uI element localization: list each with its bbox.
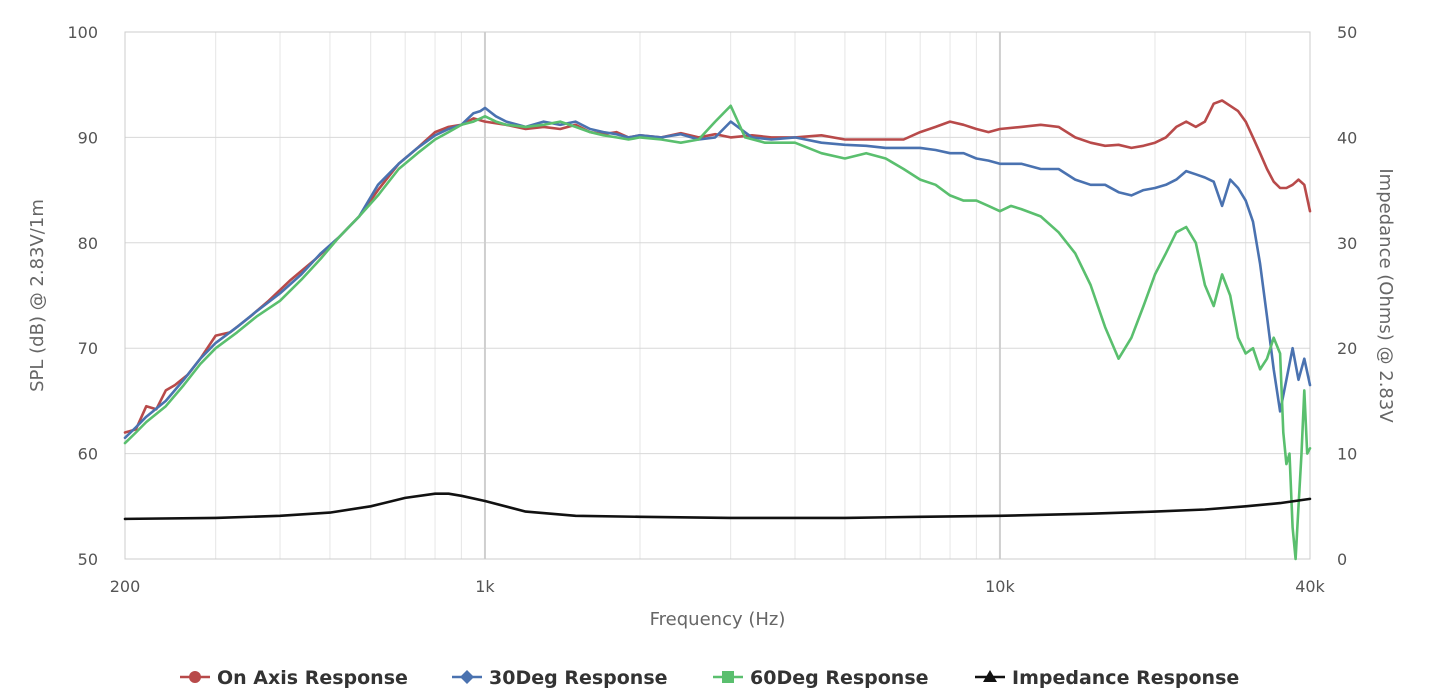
- legend-marker-diamond-icon: [460, 670, 474, 684]
- left-tick-label: 60: [78, 445, 98, 464]
- series-line-4: [123, 492, 1312, 521]
- x-axis-ticks: 200 1k 10k 40k: [110, 577, 1326, 596]
- plot-frame: [124, 31, 1311, 560]
- left-tick-label: 90: [78, 128, 98, 147]
- left-axis-ticks: 50 60 70 80 90 100: [67, 23, 98, 569]
- left-tick-label: 70: [78, 339, 98, 358]
- series-line-1: [123, 99, 1312, 434]
- legend-marker-triangle-icon: [983, 670, 997, 682]
- right-tick-label: 20: [1337, 339, 1357, 358]
- legend-marker-circle-icon: [189, 671, 201, 683]
- x-tick-label: 200: [110, 577, 141, 596]
- legend: On Axis Response 30Deg Response 60Deg Resp…: [180, 667, 1239, 689]
- left-tick-label: 100: [67, 23, 98, 42]
- legend-item-label[interactable]: Impedance Response: [1012, 667, 1239, 689]
- right-axis-ticks: 0 10 20 30 40 50: [1337, 23, 1357, 569]
- x-tick-label: 1k: [475, 577, 495, 596]
- left-tick-label: 50: [78, 550, 98, 569]
- legend-item-label[interactable]: 60Deg Response: [750, 667, 929, 689]
- legend-item-label[interactable]: 30Deg Response: [489, 667, 668, 689]
- series-line-3: [123, 104, 1312, 561]
- right-tick-label: 0: [1337, 550, 1347, 569]
- right-tick-label: 40: [1337, 128, 1357, 147]
- legend-marker-square-icon: [722, 671, 734, 683]
- series-line-2: [123, 106, 1312, 440]
- right-tick-label: 30: [1337, 234, 1357, 253]
- major-gridlines: [125, 31, 1310, 560]
- right-tick-label: 10: [1337, 445, 1357, 464]
- series-layer: [123, 99, 1312, 561]
- x-tick-label: 40k: [1295, 577, 1325, 596]
- x-axis-title: Frequency (Hz): [650, 609, 786, 630]
- x-tick-label: 10k: [985, 577, 1015, 596]
- right-axis-title: Impedance (Ohms) @ 2.83V: [1375, 168, 1396, 423]
- legend-item-label[interactable]: On Axis Response: [217, 667, 408, 689]
- left-tick-label: 80: [78, 234, 98, 253]
- minor-gridlines: [215, 32, 1247, 559]
- right-tick-label: 50: [1337, 23, 1357, 42]
- left-axis-title: SPL (dB) @ 2.83V/1m: [27, 199, 48, 392]
